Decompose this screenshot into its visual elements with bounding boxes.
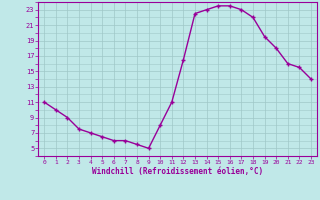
X-axis label: Windchill (Refroidissement éolien,°C): Windchill (Refroidissement éolien,°C) (92, 167, 263, 176)
